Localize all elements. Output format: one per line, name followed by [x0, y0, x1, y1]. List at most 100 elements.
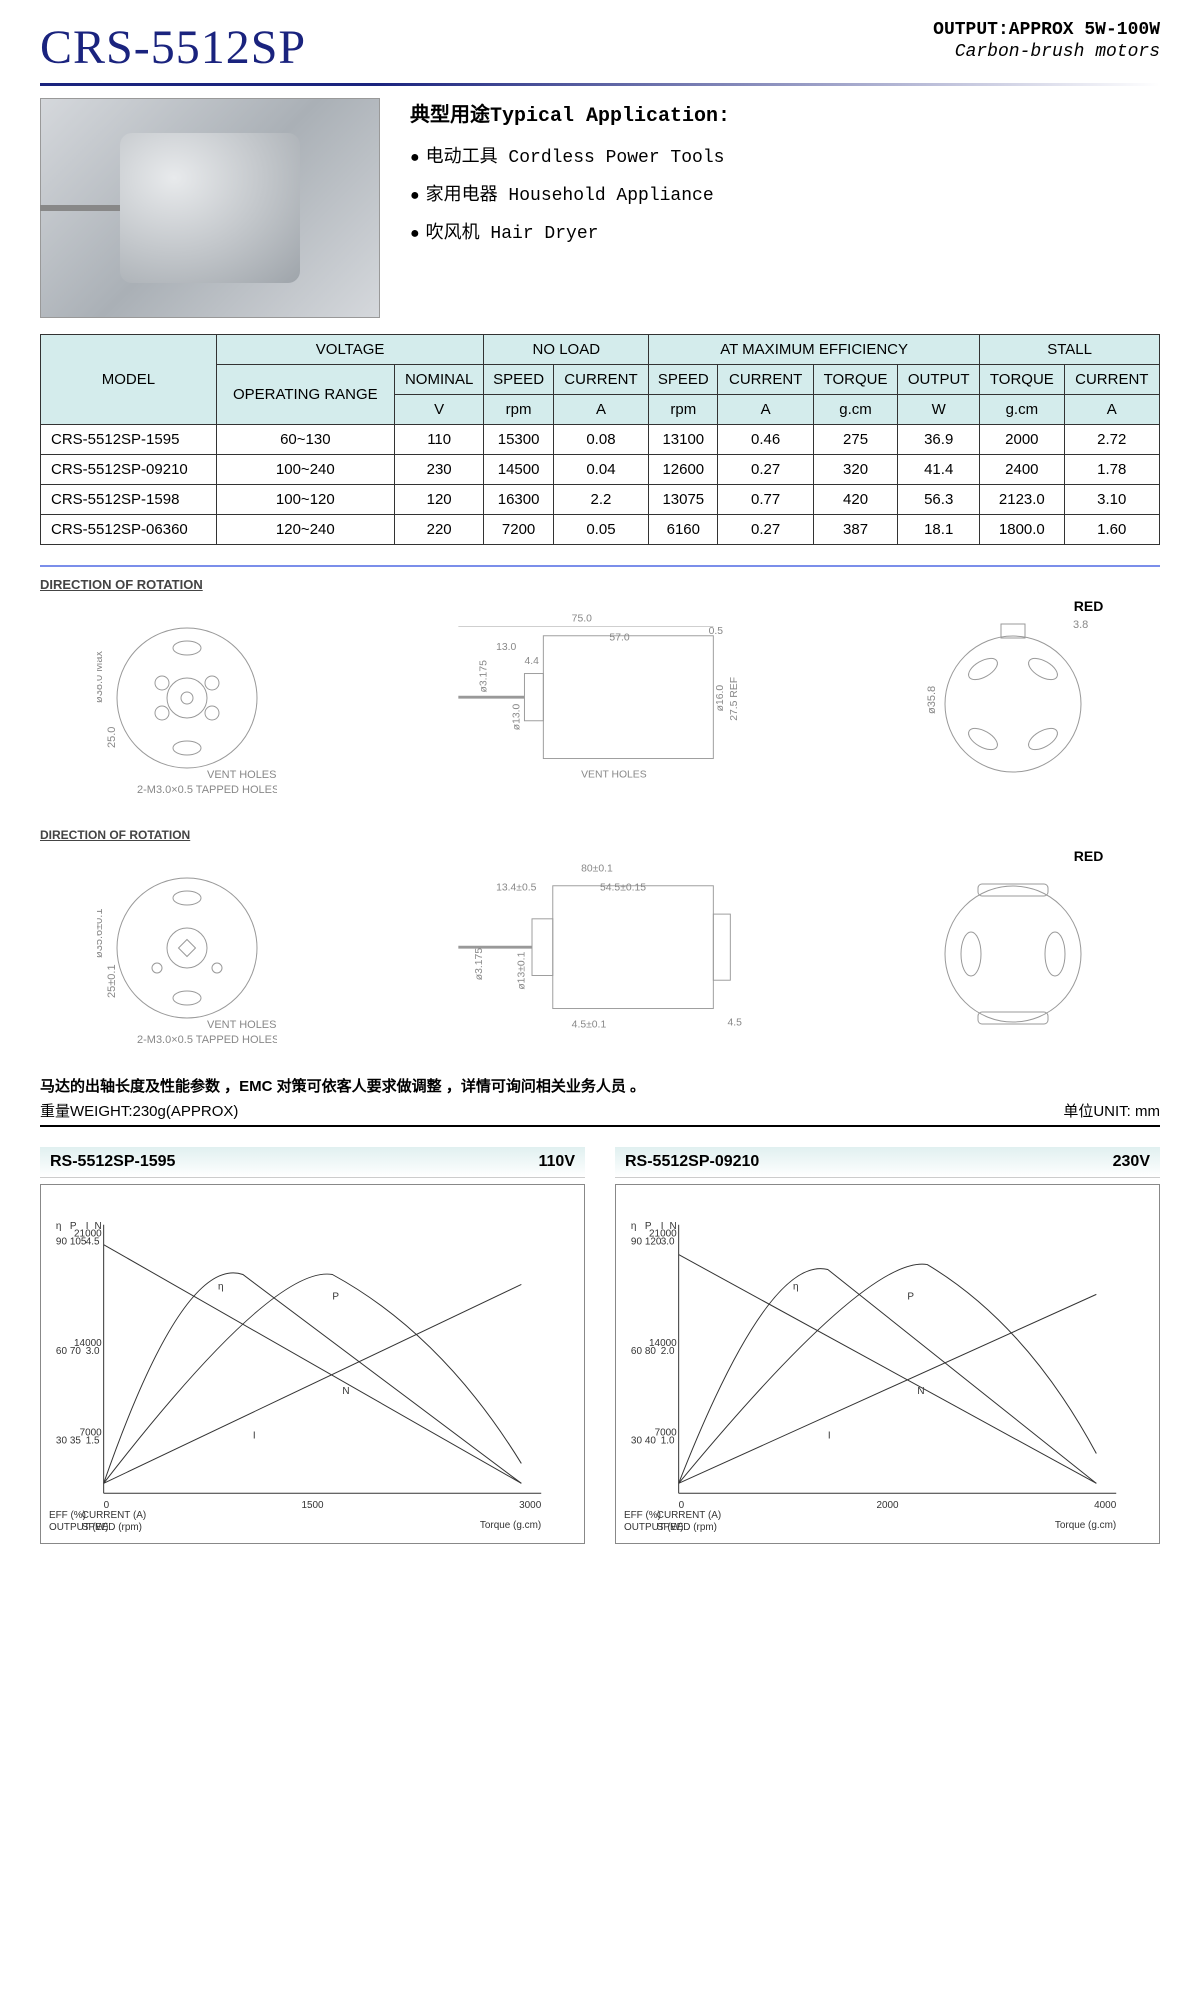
unit-label: 单位UNIT: mm — [1063, 1100, 1160, 1121]
svg-text:25.0: 25.0 — [106, 727, 118, 748]
svg-text:30: 30 — [56, 1436, 68, 1447]
header-divider — [40, 83, 1160, 86]
sub-torque: TORQUE — [813, 365, 897, 395]
svg-text:CURRENT (A): CURRENT (A) — [82, 1510, 146, 1521]
svg-text:14000: 14000 — [74, 1338, 102, 1349]
svg-text:Torque (g.cm): Torque (g.cm) — [480, 1520, 541, 1531]
svg-text:80±0.1: 80±0.1 — [581, 864, 613, 875]
svg-text:ø3.175: ø3.175 — [479, 660, 490, 693]
motor-type: Carbon-brush motors — [933, 42, 1160, 62]
svg-text:η: η — [56, 1221, 62, 1232]
svg-text:ø13.0: ø13.0 — [512, 703, 523, 730]
svg-text:N: N — [917, 1386, 924, 1397]
svg-text:4000: 4000 — [1094, 1500, 1117, 1511]
svg-text:54.5±0.15: 54.5±0.15 — [600, 882, 646, 893]
svg-text:2000: 2000 — [876, 1500, 899, 1511]
svg-text:ø13±0.1: ø13±0.1 — [516, 951, 527, 989]
app-item: 吹风机 Hair Dryer — [410, 218, 1160, 244]
side-view-bot: 80±0.1 54.5±0.15 13.4±0.5 ø3.175 ø13±0.1… — [430, 848, 770, 1037]
sub-range: OPERATING RANGE — [216, 365, 394, 425]
svg-text:η: η — [631, 1221, 637, 1232]
svg-text:60: 60 — [56, 1346, 68, 1357]
svg-text:CURRENT (A): CURRENT (A) — [657, 1510, 721, 1521]
col-noload: NO LOAD — [484, 335, 649, 365]
svg-text:60: 60 — [631, 1346, 643, 1357]
weight-label: 重量WEIGHT:230g(APPROX) — [40, 1100, 238, 1121]
app-item: 电动工具 Cordless Power Tools — [410, 142, 1160, 168]
unit-a2: A — [718, 395, 813, 425]
col-model: MODEL — [41, 335, 217, 425]
table-row: CRS-5512SP-1598100~120120163002.2130750.… — [41, 485, 1160, 515]
svg-text:VENT HOLES: VENT HOLES — [207, 1019, 277, 1031]
svg-text:N: N — [342, 1386, 349, 1397]
sub-current2: CURRENT — [718, 365, 813, 395]
svg-text:2-M3.0×0.5 TAPPED HOLES: 2-M3.0×0.5 TAPPED HOLES — [137, 784, 277, 796]
svg-text:Torque (g.cm): Torque (g.cm) — [1055, 1520, 1116, 1531]
svg-text:0.5: 0.5 — [709, 626, 724, 637]
svg-text:0: 0 — [104, 1500, 110, 1511]
svg-text:57.0: 57.0 — [609, 632, 629, 643]
technical-drawing: DIRECTION OF ROTATION ø38.0 Max 25.0 VEN… — [40, 565, 1160, 1065]
svg-text:3000: 3000 — [519, 1500, 542, 1511]
svg-text:P: P — [645, 1221, 652, 1232]
sub-speed2: SPEED — [649, 365, 718, 395]
performance-chart: RS-5512SP-1595110V 90 60 30 105 70 35 4.… — [40, 1147, 585, 1544]
sub-torque2: TORQUE — [980, 365, 1064, 395]
unit-rpm: rpm — [484, 395, 553, 425]
red-label: RED — [923, 598, 1103, 614]
back-view-top: 3.8 ø35.8 — [923, 614, 1103, 794]
sub-speed: SPEED — [484, 365, 553, 395]
svg-text:14000: 14000 — [649, 1338, 677, 1349]
output-spec: OUTPUT:APPROX 5W-100W — [933, 20, 1160, 40]
svg-text:I: I — [86, 1221, 89, 1232]
sub-nominal: NOMINAL — [394, 365, 484, 395]
svg-text:4.4: 4.4 — [524, 656, 539, 667]
direction-label: DIRECTION OF ROTATION — [40, 577, 1160, 592]
red-label-2: RED — [923, 848, 1103, 864]
svg-text:4.5: 4.5 — [727, 1018, 742, 1029]
unit-gcm2: g.cm — [980, 395, 1064, 425]
col-maxeff: AT MAXIMUM EFFICIENCY — [649, 335, 980, 365]
unit-v: V — [394, 395, 484, 425]
svg-text:N: N — [669, 1221, 676, 1232]
svg-text:2-M3.0×0.5 TAPPED HOLES: 2-M3.0×0.5 TAPPED HOLES — [137, 1034, 277, 1046]
front-view-bot: ø35.6±0.1 25±0.1 VENT HOLES 2-M3.0×0.5 T… — [97, 848, 277, 1048]
svg-text:P: P — [907, 1291, 914, 1302]
svg-text:27.5 REF: 27.5 REF — [729, 677, 740, 721]
svg-text:25±0.1: 25±0.1 — [106, 964, 118, 998]
product-photo — [40, 98, 380, 318]
svg-text:4.5±0.1: 4.5±0.1 — [572, 1019, 607, 1030]
svg-text:EFF (%): EFF (%) — [49, 1510, 86, 1521]
svg-text:30: 30 — [631, 1436, 643, 1447]
sub-current: CURRENT — [553, 365, 648, 395]
sub-current3: CURRENT — [1064, 365, 1159, 395]
svg-text:VENT HOLES: VENT HOLES — [581, 769, 647, 780]
svg-text:3.8: 3.8 — [1073, 619, 1088, 631]
svg-text:7000: 7000 — [655, 1428, 678, 1439]
back-view-bot — [923, 864, 1103, 1044]
svg-text:90: 90 — [56, 1237, 68, 1248]
svg-text:ø35.8: ø35.8 — [926, 686, 938, 714]
table-row: CRS-5512SP-09210100~240230145000.0412600… — [41, 455, 1160, 485]
spec-table: MODEL VOLTAGE NO LOAD AT MAXIMUM EFFICIE… — [40, 334, 1160, 545]
sub-output: OUTPUT — [898, 365, 980, 395]
product-title: CRS-5512SP — [40, 20, 306, 75]
svg-text:SPEED (rpm): SPEED (rpm) — [82, 1522, 142, 1533]
svg-text:P: P — [332, 1291, 339, 1302]
svg-text:ø35.6±0.1: ø35.6±0.1 — [97, 909, 105, 958]
unit-rpm2: rpm — [649, 395, 718, 425]
table-row: CRS-5512SP-159560~130110153000.08131000.… — [41, 425, 1160, 455]
svg-text:EFF (%): EFF (%) — [624, 1510, 661, 1521]
svg-text:I: I — [661, 1221, 664, 1232]
unit-gcm: g.cm — [813, 395, 897, 425]
svg-text:13.0: 13.0 — [496, 642, 516, 653]
applications-title: 典型用途Typical Application: — [410, 98, 1160, 128]
col-voltage: VOLTAGE — [216, 335, 484, 365]
app-item: 家用电器 Household Appliance — [410, 180, 1160, 206]
svg-text:VENT HOLES: VENT HOLES — [207, 769, 277, 781]
svg-text:I: I — [253, 1431, 256, 1442]
svg-text:SPEED (rpm): SPEED (rpm) — [657, 1522, 717, 1533]
svg-text:ø16.0: ø16.0 — [715, 685, 726, 712]
svg-text:I: I — [828, 1431, 831, 1442]
svg-text:90: 90 — [631, 1237, 643, 1248]
